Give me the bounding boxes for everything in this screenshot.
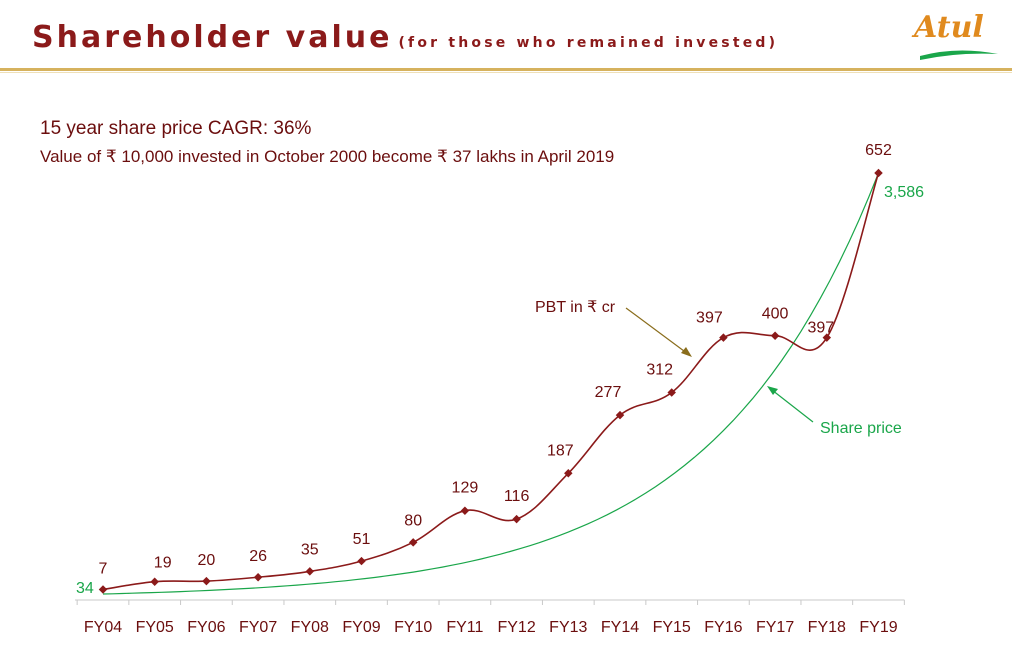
x-tick-label: FY18 <box>808 619 846 636</box>
pbt-data-label: 187 <box>547 442 574 459</box>
pbt-data-label: 7 <box>99 560 108 577</box>
pbt-data-label: 312 <box>646 362 673 379</box>
header-divider <box>0 68 1012 71</box>
pbt-data-label: 19 <box>154 555 172 572</box>
x-tick-label: FY15 <box>653 619 691 636</box>
pbt-data-label: 277 <box>595 384 622 401</box>
pbt-marker <box>512 514 521 524</box>
pbt-marker <box>357 556 366 566</box>
pbt-annotation-label: PBT in ₹ cr <box>535 299 616 316</box>
pbt-marker <box>202 576 211 586</box>
share-annotation-arrowhead <box>767 386 778 395</box>
x-tick-label: FY12 <box>497 619 535 636</box>
pbt-marker <box>770 331 780 340</box>
slide-header: Shareholder value (for those who remained… <box>0 0 1012 73</box>
x-tick-label: FY06 <box>187 619 225 636</box>
share-annotation-label: Share price <box>820 420 902 437</box>
share-price-start-label: 34 <box>76 580 94 597</box>
pbt-data-label: 26 <box>249 548 267 565</box>
x-tick-label: FY09 <box>342 619 380 636</box>
pbt-data-label: 129 <box>452 480 479 497</box>
x-tick-label: FY07 <box>239 619 277 636</box>
share-price-end-label: 3,586 <box>884 184 924 201</box>
x-tick-label: FY08 <box>291 619 329 636</box>
logo-swoosh-icon <box>920 50 998 60</box>
pbt-data-label: 51 <box>353 531 371 548</box>
pbt-marker <box>564 469 573 478</box>
x-tick-label: FY14 <box>601 619 639 636</box>
share-annotation-arrow <box>771 389 814 423</box>
pbt-marker <box>150 577 159 586</box>
pbt-marker <box>874 168 883 178</box>
pbt-data-label: 400 <box>762 306 789 323</box>
pbt-line <box>102 172 880 591</box>
slide-title-text: Shareholder value <box>32 20 393 55</box>
x-tick-label: FY13 <box>549 619 587 636</box>
cagr-statement: 15 year share price CAGR: 36% <box>40 118 312 139</box>
pbt-marker <box>408 538 418 547</box>
pbt-data-label: 397 <box>696 310 723 327</box>
x-tick-label: FY04 <box>84 619 122 636</box>
pbt-marker <box>667 388 676 397</box>
pbt-marker <box>822 333 832 342</box>
slide-title-note: (for those who remained invested) <box>398 35 779 51</box>
pbt-annotation-arrow <box>625 307 689 355</box>
pbt-marker <box>98 585 108 594</box>
pbt-data-label: 397 <box>807 320 834 337</box>
x-tick-label: FY19 <box>859 619 897 636</box>
pbt-marker <box>460 506 470 515</box>
header-divider-light <box>0 72 1012 73</box>
x-tick-label: FY05 <box>136 619 174 636</box>
company-logo: Atul <box>912 10 1002 66</box>
x-tick-label: FY11 <box>446 619 483 636</box>
pbt-data-label: 652 <box>865 142 892 159</box>
slide-title: Shareholder value (for those who remained… <box>32 20 778 55</box>
share-price-line <box>102 172 880 595</box>
pbt-marker <box>719 333 728 342</box>
pbt-data-label: 20 <box>198 552 216 569</box>
pbt-annotation-arrowhead <box>681 347 692 357</box>
logo-wordmark: Atul <box>914 10 984 45</box>
pbt-marker <box>615 410 625 420</box>
pbt-marker <box>305 567 315 576</box>
pbt-data-label: 35 <box>301 541 319 558</box>
x-tick-label: FY10 <box>394 619 432 636</box>
pbt-data-label: 80 <box>404 512 422 529</box>
pbt-marker <box>253 572 263 582</box>
x-tick-label: FY17 <box>756 619 794 636</box>
pbt-data-label: 116 <box>504 488 530 505</box>
investment-statement: Value of ₹ 10,000 invested in October 20… <box>40 147 615 166</box>
x-tick-label: FY16 <box>704 619 742 636</box>
